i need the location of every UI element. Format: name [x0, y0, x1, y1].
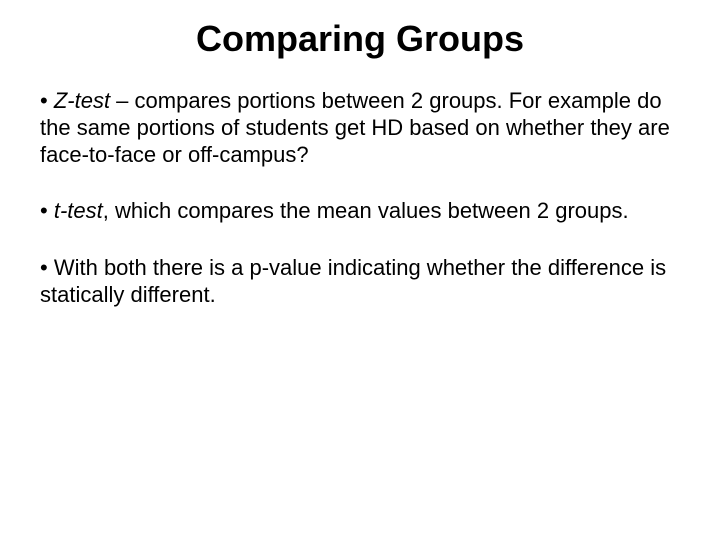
- rest-text: which compares the mean values between 2…: [115, 198, 629, 223]
- bullet-text: • With both there is a p-value indicatin…: [40, 255, 680, 309]
- bullet-block-2: • With both there is a p-value indicatin…: [40, 255, 680, 309]
- bullet-block-0: • Z-test – compares portions between 2 g…: [40, 88, 680, 168]
- term-italic: t-test: [54, 198, 103, 223]
- bullet-char: •: [40, 255, 48, 280]
- slide-title: Comparing Groups: [40, 18, 680, 60]
- bullet-text: • t-test, which compares the mean values…: [40, 198, 680, 225]
- bullet-block-1: • t-test, which compares the mean values…: [40, 198, 680, 225]
- rest-text: compares portions between 2 groups. For …: [40, 88, 670, 167]
- bullet-char: •: [40, 88, 48, 113]
- term-italic: Z-test: [54, 88, 110, 113]
- slide: Comparing Groups • Z-test – compares por…: [0, 0, 720, 540]
- bullet-char: •: [40, 198, 48, 223]
- bullet-text: • Z-test – compares portions between 2 g…: [40, 88, 680, 168]
- rest-text: With both there is a p-value indicating …: [40, 255, 666, 307]
- sep: –: [110, 88, 134, 113]
- sep: ,: [103, 198, 115, 223]
